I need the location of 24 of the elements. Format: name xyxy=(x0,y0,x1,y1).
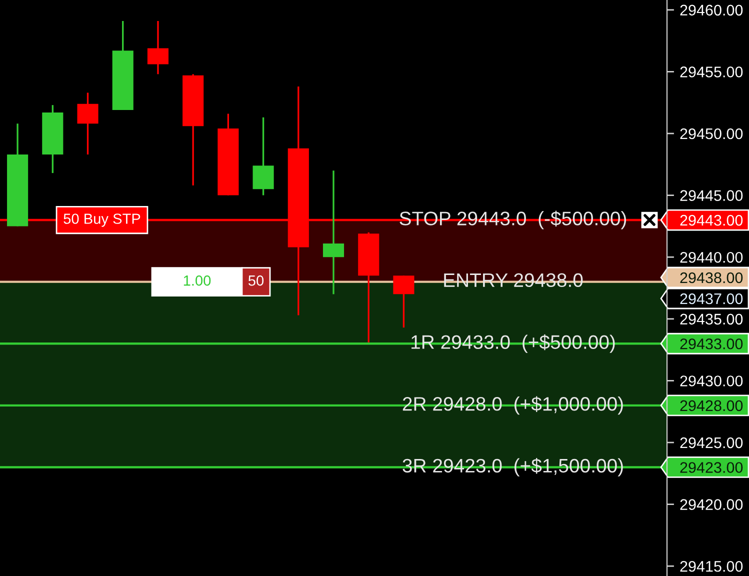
y-tick-label: 29428.00 xyxy=(680,400,743,412)
y-tick-label: 29433.00 xyxy=(680,338,743,350)
candlestick xyxy=(393,274,414,328)
candlestick xyxy=(77,92,98,156)
y-tick-label: 29435.00 xyxy=(680,314,743,325)
y-tick-label: 29445.00 xyxy=(680,190,743,201)
y-tick-label: 29450.00 xyxy=(680,128,743,140)
candlestick xyxy=(147,20,169,75)
y-tick-label: 29460.00 xyxy=(680,4,743,16)
candlestick xyxy=(322,170,344,296)
y-tick-label: 29443.00 xyxy=(680,214,743,226)
annotation: 50 xyxy=(248,275,264,286)
y-tick-label: 29430.00 xyxy=(680,376,743,386)
y-tick-label: 29455.00 xyxy=(680,66,743,78)
annotation: 1.00 xyxy=(184,275,211,286)
annotation: 50 Buy STP xyxy=(64,214,140,227)
y-tick-label: 29440.00 xyxy=(680,252,743,263)
y-tick-label: 29437.00 xyxy=(680,293,743,304)
y-tick-label: 29420.00 xyxy=(680,499,743,510)
y-tick-label: 29423.00 xyxy=(680,462,743,473)
candlestick xyxy=(252,116,274,196)
y-tick-label: 29438.00 xyxy=(680,272,743,284)
y-tick-label: 29425.00 xyxy=(680,437,743,448)
y-tick-label: 29415.00 xyxy=(680,560,743,572)
